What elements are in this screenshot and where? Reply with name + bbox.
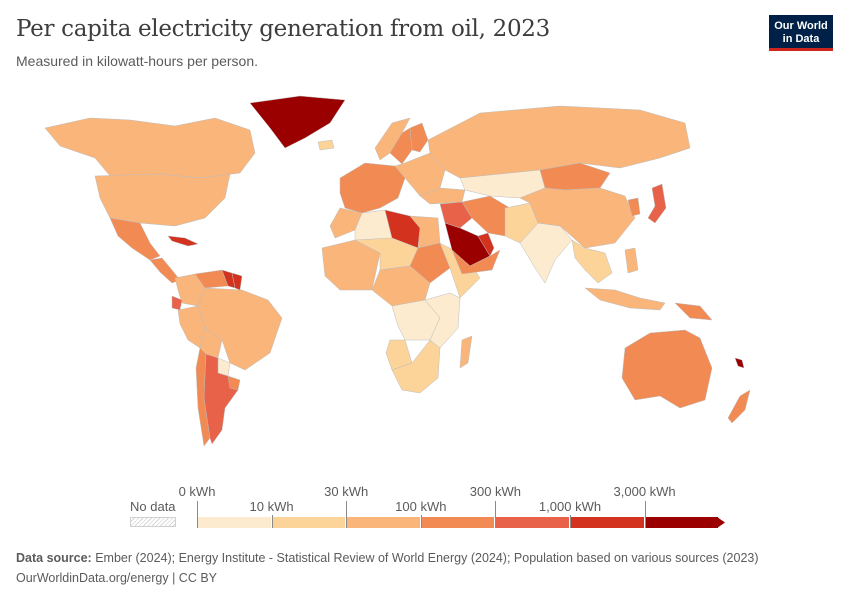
region-argentina[interactable] xyxy=(203,353,239,445)
region-united-states[interactable] xyxy=(94,173,231,227)
legend-bin[interactable] xyxy=(644,517,720,528)
legend-tick-label: 3,000 kWh xyxy=(613,484,676,499)
color-legend: No data 0 kWh 10 kWh 30 kWh 100 kWh 300 kWh 1… xyxy=(0,482,850,532)
region-morocco[interactable] xyxy=(329,207,363,239)
region-southern-africa[interactable] xyxy=(391,339,441,394)
legend-tick-line xyxy=(271,515,273,528)
region-papua-new-guinea[interactable] xyxy=(674,302,713,321)
region-iceland[interactable] xyxy=(317,139,335,151)
region-indonesia[interactable] xyxy=(584,287,666,311)
region-japan[interactable] xyxy=(647,183,667,224)
region-mexico[interactable] xyxy=(109,217,161,261)
legend-bin[interactable] xyxy=(346,517,421,528)
logo-line-2: in Data xyxy=(782,33,820,45)
region-iraq-syria[interactable] xyxy=(439,201,473,229)
legend-tick-line xyxy=(495,501,497,528)
legend-tick-label: 1,000 kWh xyxy=(538,499,602,514)
data-source-label: Data source: xyxy=(16,551,92,565)
chart-subtitle: Measured in kilowatt-hours per person. xyxy=(16,53,259,69)
legend-bin[interactable] xyxy=(197,517,272,528)
region-russia[interactable] xyxy=(427,105,691,179)
legend-arrow-icon xyxy=(717,517,725,528)
region-new-zealand[interactable] xyxy=(727,389,751,424)
region-oman-yemen[interactable] xyxy=(451,249,501,275)
region-cuba[interactable] xyxy=(167,235,199,247)
legend-color-bins xyxy=(197,517,720,528)
legend-bin[interactable] xyxy=(495,517,570,528)
legend-bin[interactable] xyxy=(569,517,645,528)
legend-tick-label: 30 kWh xyxy=(324,484,369,499)
legend-tick-line xyxy=(644,501,646,528)
no-data-swatch[interactable] xyxy=(130,517,176,527)
region-china[interactable] xyxy=(519,187,636,249)
region-brazil[interactable] xyxy=(197,287,283,371)
region-philippines[interactable] xyxy=(624,247,639,274)
region-madagascar[interactable] xyxy=(459,335,473,369)
data-source-text: Ember (2024); Energy Institute - Statist… xyxy=(95,551,759,565)
region-east-africa[interactable] xyxy=(424,292,461,349)
legend-bin[interactable] xyxy=(420,517,496,528)
region-korea[interactable] xyxy=(627,197,641,217)
legend-tick-label: 300 kWh xyxy=(469,484,522,499)
logo-line-1: Our World xyxy=(774,20,828,32)
legend-tick-line xyxy=(420,515,422,528)
region-new-caledonia[interactable] xyxy=(734,357,745,369)
world-map xyxy=(44,95,751,447)
region-turkey[interactable] xyxy=(419,187,466,205)
region-finland[interactable] xyxy=(409,122,429,153)
region-western-europe[interactable] xyxy=(339,162,406,214)
region-canada[interactable] xyxy=(44,117,256,179)
legend-bin[interactable] xyxy=(271,517,347,528)
legend-tick-line xyxy=(570,515,571,528)
legend-tick-label: 100 kWh xyxy=(395,499,447,514)
region-gulf-states[interactable] xyxy=(477,232,495,257)
no-data-label: No data xyxy=(130,499,176,514)
legend-tick-line xyxy=(346,501,348,528)
legend-tick-label: 10 kWh xyxy=(249,499,294,514)
region-uruguay[interactable] xyxy=(227,375,241,391)
url-line[interactable]: OurWorldinData.org/energy | CC BY xyxy=(16,571,218,585)
region-southeast-asia[interactable] xyxy=(571,239,613,284)
region-sudan[interactable] xyxy=(409,242,451,284)
legend-tick-label: 0 kWh xyxy=(178,484,216,499)
footer: Data source: Ember (2024); Energy Instit… xyxy=(16,548,759,588)
legend-tick-line xyxy=(197,501,198,528)
region-greenland[interactable] xyxy=(249,95,346,149)
data-source-line: Data source: Ember (2024); Energy Instit… xyxy=(16,548,759,568)
owid-logo[interactable]: Our World in Data xyxy=(769,15,833,51)
region-australia[interactable] xyxy=(621,329,713,409)
chart-title: Per capita electricity generation from o… xyxy=(16,16,550,42)
